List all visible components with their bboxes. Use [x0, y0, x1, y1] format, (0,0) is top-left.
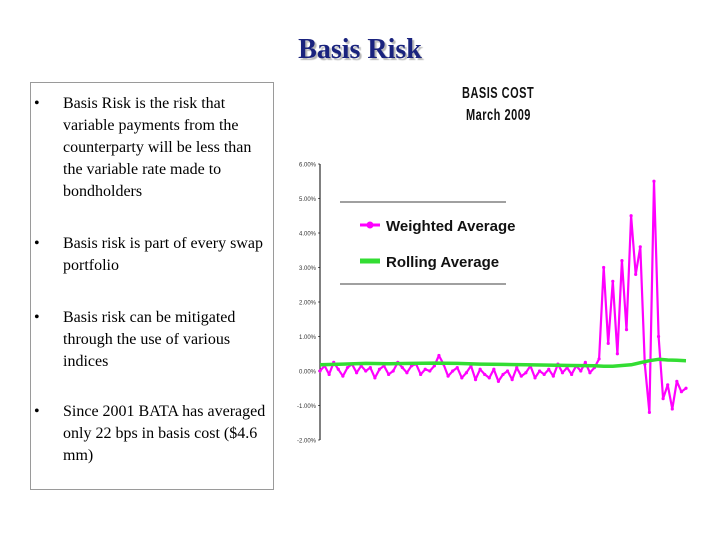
weighted-average-point	[464, 371, 468, 375]
y-tick-label: 2.00%	[299, 301, 317, 307]
weighted-average-point	[460, 376, 464, 380]
weighted-average-point	[670, 407, 674, 411]
weighted-average-point	[551, 374, 555, 378]
weighted-average-point	[519, 374, 523, 378]
weighted-average-point	[423, 367, 427, 371]
y-tick-label: 5.00%	[299, 197, 317, 203]
weighted-average-point	[327, 372, 331, 377]
weighted-average-point	[405, 371, 409, 375]
y-tick-label: 1.00%	[299, 335, 317, 341]
weighted-average-point	[492, 367, 496, 371]
weighted-average-point	[666, 383, 670, 387]
y-tick-label: 0.00%	[299, 370, 317, 376]
rolling-average-line	[319, 357, 687, 368]
legend-rolling-label: Rolling Average	[386, 254, 499, 271]
weighted-average-point	[570, 372, 574, 377]
weighted-average-point	[538, 369, 542, 373]
basis-cost-chart: 6.00% 5.00% 4.00% 3.00% 2.00% 1.00% 0.00% -1.00…	[297, 163, 688, 445]
weighted-average-point	[473, 378, 478, 382]
weighted-average-point	[387, 372, 391, 377]
weighted-average-point	[661, 397, 665, 401]
bullet-text: Basis risk can be mitigated through the …	[63, 309, 236, 370]
weighted-average-point	[345, 365, 350, 370]
weighted-average-point	[679, 390, 684, 394]
weighted-average-point	[624, 328, 629, 332]
weighted-average-point	[419, 372, 423, 377]
weighted-average-point	[487, 376, 491, 380]
weighted-average-point	[437, 353, 441, 358]
y-tick-label: 4.00%	[299, 232, 317, 238]
chart-subtitle: March 2009	[466, 107, 531, 125]
weighted-average-point	[505, 369, 510, 373]
weighted-average-point	[652, 179, 656, 183]
weighted-average-point	[432, 364, 436, 368]
weighted-average-point	[620, 259, 624, 263]
weighted-average-point	[478, 367, 482, 371]
bullet-icon: •	[34, 403, 40, 420]
weighted-average-point	[542, 372, 546, 377]
weighted-average-point	[373, 376, 377, 380]
weighted-average-point	[355, 371, 359, 375]
weighted-average-point	[391, 369, 395, 373]
weighted-average-point	[656, 334, 661, 339]
weighted-average-point	[524, 371, 528, 375]
legend-weighted-label: Weighted Average	[386, 218, 515, 235]
y-tick-label: 3.00%	[299, 266, 317, 272]
bullet-text: Basis risk is part of every swap portfol…	[63, 235, 263, 274]
weighted-average-point	[428, 369, 432, 373]
weighted-average-point	[611, 279, 615, 283]
weighted-average-point	[602, 265, 606, 270]
slide-title: Basis Risk	[298, 34, 422, 65]
weighted-average-point	[318, 369, 322, 373]
weighted-average-point	[675, 379, 679, 383]
bullet-icon: •	[34, 309, 40, 326]
legend-weighted-marker	[366, 221, 374, 229]
bullet-icon: •	[34, 95, 40, 112]
weighted-average-point	[615, 352, 619, 356]
weighted-average-point	[446, 374, 450, 378]
weighted-average-point	[515, 365, 519, 370]
weighted-average-point	[634, 272, 638, 276]
weighted-average-point	[336, 367, 340, 371]
weighted-average-point	[496, 379, 501, 383]
weighted-average-point	[588, 371, 592, 375]
weighted-average-point	[451, 369, 455, 373]
weighted-average-point	[483, 372, 487, 377]
weighted-average-point	[455, 365, 459, 370]
weighted-average-point	[684, 386, 688, 390]
weighted-average-point	[583, 360, 587, 364]
weighted-average-point	[400, 365, 404, 370]
weighted-average-point	[579, 369, 583, 373]
weighted-average-point	[629, 214, 633, 218]
weighted-average-point	[341, 374, 345, 378]
bullet-text: Basis Risk is the risk that variable pay…	[63, 95, 252, 200]
weighted-average-point	[560, 371, 565, 375]
y-tick-label: -1.00%	[297, 404, 317, 410]
weighted-average-point	[368, 365, 372, 370]
weighted-average-point	[501, 372, 505, 377]
y-tick-label: -2.00%	[297, 439, 317, 445]
chart-title: BASIS COST	[462, 85, 535, 103]
weighted-average-point	[547, 367, 551, 371]
weighted-average-point	[364, 369, 368, 373]
weighted-average-point	[510, 378, 514, 382]
weighted-average-point	[606, 341, 610, 345]
weighted-average-point	[597, 357, 601, 361]
bullet-text-box: • Basis Risk is the risk that variable p…	[30, 82, 274, 490]
weighted-average-point	[647, 410, 651, 414]
weighted-average-point	[533, 376, 537, 380]
weighted-average-point	[377, 367, 382, 371]
bullet-text: Since 2001 BATA has averaged only 22 bps…	[63, 403, 266, 464]
weighted-average-point	[638, 245, 642, 249]
y-tick-label: 6.00%	[299, 163, 317, 169]
bullet-icon: •	[34, 235, 40, 252]
